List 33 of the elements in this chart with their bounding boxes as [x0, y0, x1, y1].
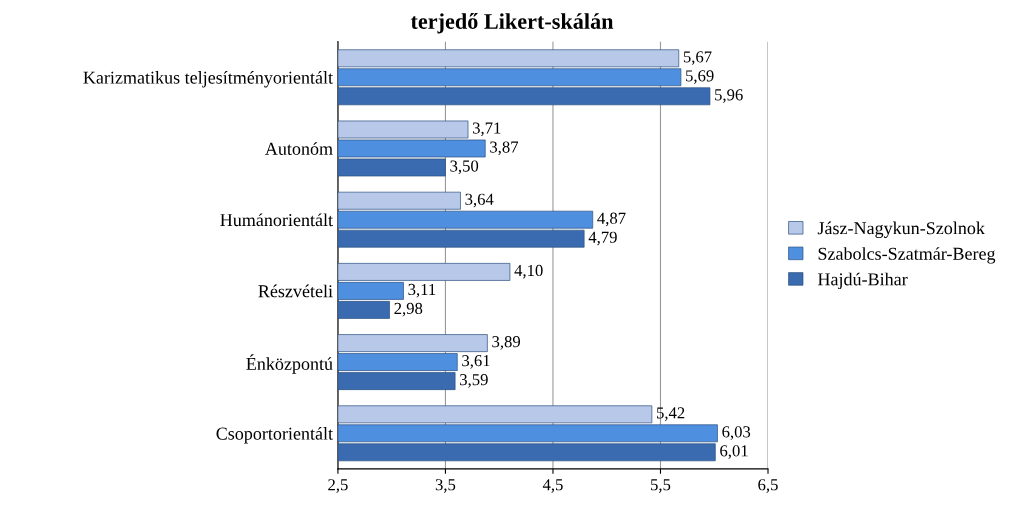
data-label: 6,01	[720, 445, 748, 459]
data-label: 3,71	[472, 122, 501, 137]
data-label: 5,96	[715, 89, 743, 103]
data-label: 4,87	[597, 212, 626, 227]
x-tick-label: 6,5	[758, 479, 778, 493]
data-label: 3,89	[492, 336, 521, 350]
x-tick-label: 4,5	[542, 479, 563, 493]
legend-label: Jász-Nagykun-Szolnok	[817, 221, 985, 239]
data-label: 5,69	[686, 70, 714, 84]
legend-label: Szabolcs-Szatmár-Bereg	[818, 247, 996, 264]
data-label: 5,42	[657, 407, 685, 421]
y-tick-label: Csoportorientált	[216, 427, 333, 444]
x-tick-label: 5,5	[651, 479, 671, 493]
data-label: 2,98	[394, 302, 423, 317]
data-label: 3,64	[465, 193, 494, 208]
data-label: 6,03	[722, 426, 751, 440]
data-label: 3,59	[460, 374, 488, 388]
chart-title: terjedő Likert-skálán	[410, 13, 614, 34]
y-tick-label: Autonóm	[265, 142, 333, 155]
data-label: 3,87	[490, 141, 519, 156]
x-tick-label: 3,5	[435, 479, 456, 493]
legend-label: Hajdú-Bihar	[817, 272, 908, 290]
y-tick-label: Humánorientált	[220, 213, 333, 227]
data-label: 3,50	[450, 160, 479, 175]
x-tick-label: 2,5	[328, 479, 348, 493]
y-tick-label: Részvételi	[258, 284, 333, 298]
y-tick-label: Énközpontú	[246, 354, 333, 374]
data-label: 3,61	[462, 355, 490, 369]
y-tick-label: Karizmatikus teljesítményorientált	[83, 71, 333, 88]
data-label: 5,67	[683, 51, 712, 65]
data-label: 4,79	[588, 231, 617, 246]
data-label: 4,10	[514, 264, 543, 279]
data-label: 3,11	[408, 283, 436, 298]
